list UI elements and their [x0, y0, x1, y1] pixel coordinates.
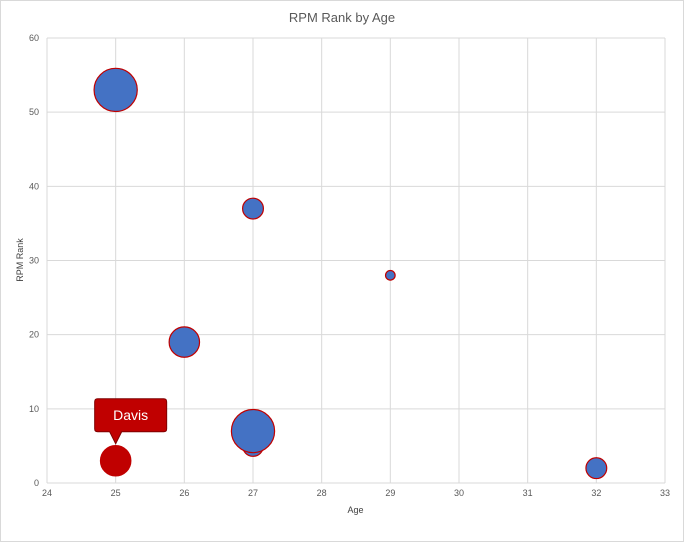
y-tick-label: 0	[34, 478, 39, 488]
chart-title: RPM Rank by Age	[289, 10, 395, 25]
x-axis-ticks: 24 25 26 27 28 29 30 31 32 33	[42, 488, 670, 498]
bubble-point	[585, 457, 608, 480]
x-axis-label: Age	[347, 505, 363, 515]
x-tick-label: 33	[660, 488, 670, 498]
y-tick-label: 10	[29, 404, 39, 414]
y-tick-label: 20	[29, 330, 39, 340]
bubble-series	[93, 67, 608, 480]
x-tick-label: 28	[317, 488, 327, 498]
bubble-point	[168, 326, 201, 358]
bubble-point	[230, 408, 276, 454]
x-tick-label: 30	[454, 488, 464, 498]
x-tick-label: 29	[385, 488, 395, 498]
gridlines	[46, 37, 666, 484]
callout-box	[94, 398, 168, 445]
callout-label: Davis	[113, 407, 148, 423]
x-tick-label: 24	[42, 488, 52, 498]
y-axis-ticks: 0 10 20 30 40 50 60	[29, 33, 39, 488]
x-tick-label: 31	[523, 488, 533, 498]
x-tick-label: 25	[111, 488, 121, 498]
x-tick-label: 27	[248, 488, 258, 498]
bubble-point	[242, 197, 265, 220]
y-tick-label: 60	[29, 33, 39, 43]
bubble-point	[93, 67, 138, 113]
x-tick-label: 32	[591, 488, 601, 498]
x-tick-label: 26	[179, 488, 189, 498]
y-tick-label: 30	[29, 256, 39, 266]
callouts: Davis	[94, 398, 168, 445]
bubble-point	[384, 269, 396, 281]
y-tick-label: 50	[29, 107, 39, 117]
y-tick-label: 40	[29, 181, 39, 191]
y-axis-label: RPM Rank	[15, 238, 25, 282]
bubble-point	[99, 444, 132, 477]
